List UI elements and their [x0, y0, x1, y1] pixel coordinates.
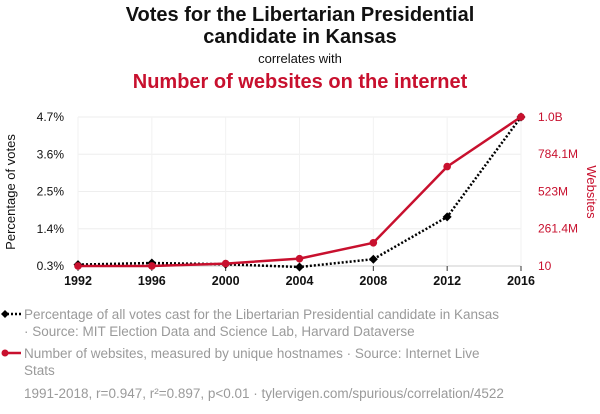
chart-footer: 1991-2018, r=0.947, r²=0.897, p<0.01 · t… [24, 386, 504, 401]
x-tick-label: 1996 [138, 274, 166, 288]
x-tick-label: 2008 [359, 274, 387, 288]
legend-websites-line2: Stats [24, 363, 55, 378]
data-point-websites [443, 162, 451, 171]
series-layer [73, 112, 526, 272]
chart-title-secondary: Number of websites on the internet [133, 71, 468, 93]
x-tick-label: 2004 [286, 274, 314, 288]
data-point-websites [148, 262, 156, 270]
right-tick-label: 10 [538, 259, 552, 273]
legend-marker-websites [1, 349, 9, 357]
left-tick-label: 0.3% [37, 259, 65, 273]
x-tick-label: 2012 [433, 274, 461, 288]
data-point-websites [295, 254, 304, 263]
left-tick-label: 3.6% [37, 147, 65, 161]
legend-marker-votes [1, 310, 9, 318]
legend-websites-line1: Number of websites, measured by unique h… [24, 346, 480, 361]
data-point-votes [295, 262, 304, 272]
x-tick-label: 2000 [212, 274, 240, 288]
right-tick-label: 523M [538, 184, 568, 198]
data-point-websites [74, 262, 82, 270]
left-tick-label: 1.4% [37, 222, 65, 236]
legend: Percentage of all votes cast for the Lib… [1, 307, 499, 378]
left-axis-label: Percentage of votes [3, 134, 18, 250]
chart-subtitle: correlates with [258, 51, 342, 66]
left-tick-label: 4.7% [37, 110, 65, 124]
data-point-websites [517, 113, 525, 121]
data-point-websites [369, 239, 378, 247]
axis-layer: 0.3% 1.4% 2.5% 3.6% 4.7% 10 261.4M 523M 784.1M 1.… [37, 110, 578, 288]
left-tick-label: 2.5% [37, 185, 65, 199]
data-point-websites [221, 259, 230, 268]
right-tick-label: 1.0B [538, 110, 563, 124]
chart-title-line1: Votes for the Libertarian Presidential [126, 4, 475, 26]
right-tick-label: 261.4M [538, 222, 578, 236]
right-tick-label: 784.1M [538, 147, 578, 161]
chart-title-line2: candidate in Kansas [203, 26, 396, 48]
grid-layer [77, 116, 522, 267]
right-axis-label: Websites [584, 165, 599, 219]
legend-votes-line1: Percentage of all votes cast for the Lib… [24, 307, 499, 322]
data-point-votes [442, 212, 452, 222]
x-tick-label: 2016 [507, 274, 535, 288]
legend-votes-line2: · Source: MIT Election Data and Science … [24, 324, 415, 339]
x-tick-label: 1992 [64, 274, 92, 288]
data-point-votes [368, 254, 378, 264]
